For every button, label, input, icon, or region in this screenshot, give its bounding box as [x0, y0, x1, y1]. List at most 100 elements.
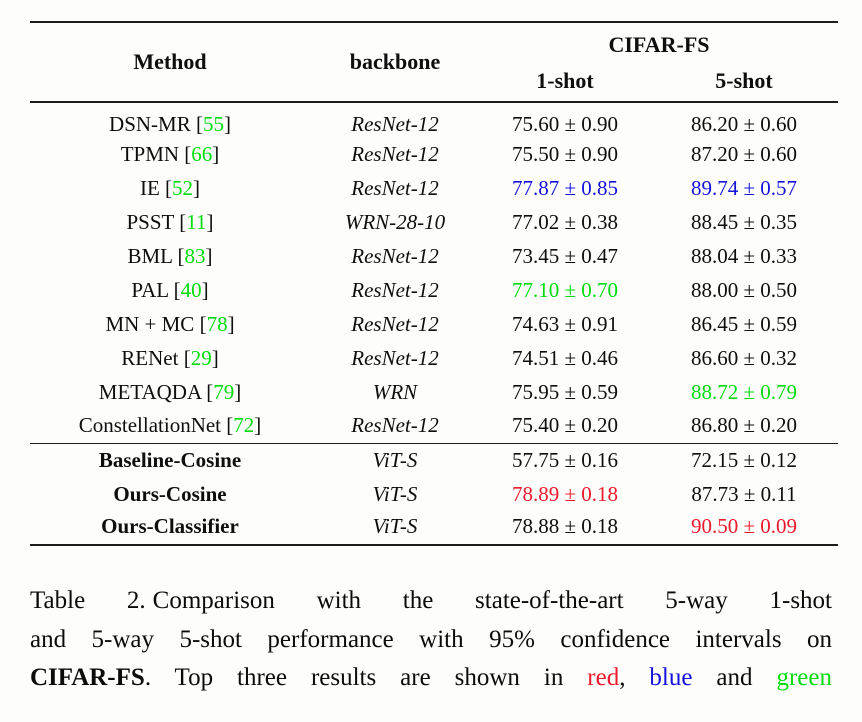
shot1-value-cell: 73.45 ± 0.47 [511, 243, 619, 268]
backbone-cell: ResNet-12 [351, 112, 439, 136]
method-name: PSST [126, 209, 175, 234]
table-header: Method backbone CIFAR-FS 1-shot 5-shot [30, 22, 838, 103]
method-name: PAL [131, 277, 169, 302]
table-row: TPMN [66] ResNet-12 75.50 ± 0.90 87.20 ± 0.… [30, 137, 838, 171]
method-cell: Ours-Classifier [30, 511, 310, 545]
citation-number: 83 [184, 243, 206, 268]
backbone-cell: ResNet-12 [351, 311, 439, 336]
backbone-cell: ResNet-12 [351, 345, 439, 370]
backbone-cell: ViT-S [372, 481, 418, 506]
citation-number: 72 [233, 413, 255, 438]
backbone-cell: ResNet-12 [351, 175, 439, 200]
method-cell: TPMN [66] [120, 141, 220, 166]
method-cell: Baseline-Cosine [30, 442, 310, 477]
shot1-value-cell: 74.51 ± 0.46 [511, 345, 619, 370]
method-cell: METAQDA [79] [98, 379, 242, 404]
table-row: IE [52] ResNet-12 77.87 ± 0.85 89.74 ± 0.57 [30, 171, 838, 205]
citation-number: 55 [202, 112, 224, 136]
caption-green-word: green [776, 664, 832, 691]
shot1-value-cell: 75.50 ± 0.90 [511, 141, 619, 166]
method-name: BML [127, 243, 173, 268]
method-name: Baseline-Cosine [98, 447, 242, 472]
method-cell: PAL [40] [131, 277, 209, 302]
shot1-value-cell: 74.63 ± 0.91 [511, 311, 619, 336]
shot5-value-cell: 86.45 ± 0.59 [690, 311, 798, 336]
table-row: ConstellationNet [72] ResNet-12 75.40 ± 0.… [30, 409, 838, 443]
caption-text-1: Comparison with the state-of-the-art 5-w… [152, 587, 833, 614]
backbone-cell: ViT-S [310, 442, 480, 477]
shot1-value-cell: 77.87 ± 0.85 [511, 175, 619, 200]
table-row: BML [83] ResNet-12 73.45 ± 0.47 88.04 ± 0.3… [30, 239, 838, 273]
method-cell: Ours-Cosine [30, 477, 310, 511]
shot5-value-cell: 88.04 ± 0.33 [690, 243, 798, 268]
method-name: RENet [121, 345, 179, 370]
shot1-value-cell: 75.60 ± 0.90 [511, 112, 619, 136]
header-backbone: backbone [310, 22, 480, 103]
table-row: Ours-Cosine ViT-S 78.89 ± 0.18 87.73 ± 0.11 [30, 477, 838, 511]
method-cell: MN + MC [78] [105, 311, 235, 336]
header-1shot: 1-shot [480, 60, 650, 103]
shot5-value-cell: 72.15 ± 0.12 [650, 442, 838, 477]
caption-line-1: Table 2. Comparison with the state-of-the… [30, 582, 832, 621]
shot5-value-cell: 86.20 ± 0.60 [690, 112, 798, 136]
method-name: DSN-MR [109, 112, 191, 136]
backbone-cell: ResNet-12 [351, 413, 439, 438]
method-name: TPMN [120, 141, 180, 166]
caption-dataset-name: CIFAR-FS [30, 664, 145, 691]
shot5-value-cell: 89.74 ± 0.57 [690, 175, 798, 200]
table-row: MN + MC [78] ResNet-12 74.63 ± 0.91 86.45 ±… [30, 307, 838, 341]
citation-number: 66 [191, 141, 213, 166]
table-row: Baseline-Cosine ViT-S 57.75 ± 0.16 72.15 ± … [30, 442, 838, 477]
table-row: Ours-Classifier ViT-S 78.88 ± 0.18 90.50 ± … [30, 511, 838, 545]
caption-sep-2: and [692, 664, 777, 691]
method-cell: RENet [29] [121, 345, 219, 370]
method-name: IE [139, 175, 160, 200]
table-caption: Table 2. Comparison with the state-of-the… [30, 582, 832, 698]
table-row: PSST [11] WRN-28-10 77.02 ± 0.38 88.45 ± 0.… [30, 205, 838, 239]
method-cell: DSN-MR [55] [109, 112, 231, 136]
caption-line-2: and 5-way 5-shot performance with 95% co… [30, 625, 832, 653]
table-row: PAL [40] ResNet-12 77.10 ± 0.70 88.00 ± 0.5… [30, 273, 838, 307]
citation-number: 52 [172, 175, 194, 200]
shot5-value-cell: 88.00 ± 0.50 [690, 277, 798, 302]
table-row: DSN-MR [55] ResNet-12 75.60 ± 0.90 86.20 ± … [30, 102, 838, 137]
citation-number: 79 [213, 379, 235, 404]
header-row-top: Method backbone CIFAR-FS [30, 22, 838, 103]
method-cell: PSST [11] [126, 209, 214, 234]
method-name: Ours-Cosine [113, 481, 227, 506]
caption-line-3: CIFAR-FS. Top three results are shown in… [30, 659, 832, 698]
table-body: DSN-MR [55] ResNet-12 75.60 ± 0.90 86.20 ± … [30, 102, 838, 545]
table-row: RENet [29] ResNet-12 74.51 ± 0.46 86.60 ± 0… [30, 341, 838, 375]
caption-label: Table 2. [30, 587, 146, 614]
shot1-value-cell: 78.88 ± 0.18 [511, 513, 619, 538]
backbone-cell: ResNet-12 [351, 141, 439, 166]
shot5-value-cell: 90.50 ± 0.09 [690, 513, 798, 538]
caption-sep-1: , [619, 664, 650, 691]
citation-number: 29 [190, 345, 212, 370]
citation-number: 78 [206, 311, 228, 336]
backbone-cell: ViT-S [372, 513, 418, 538]
shot1-value-cell: 77.10 ± 0.70 [511, 277, 619, 302]
method-cell: IE [52] [139, 175, 201, 200]
shot1-value-cell: 75.40 ± 0.20 [511, 413, 619, 438]
method-name: Ours-Classifier [101, 513, 239, 538]
results-table: Method backbone CIFAR-FS 1-shot 5-shot D… [30, 21, 838, 546]
method-cell: BML [83] [127, 243, 213, 268]
shot1-value-cell: 75.95 ± 0.59 [511, 379, 619, 404]
shot5-value-cell: 86.60 ± 0.32 [690, 345, 798, 370]
shot5-value-cell: 86.80 ± 0.20 [690, 413, 798, 438]
shot5-value-cell: 88.72 ± 0.79 [690, 379, 798, 404]
method-cell: ConstellationNet [72] [78, 413, 262, 438]
paper-page: Method backbone CIFAR-FS 1-shot 5-shot D… [30, 21, 838, 698]
header-dataset: CIFAR-FS [608, 31, 710, 57]
backbone-cell: ResNet-12 [351, 277, 439, 302]
backbone-cell: ResNet-12 [351, 243, 439, 268]
citation-number: 11 [186, 209, 207, 234]
header-5shot: 5-shot [650, 60, 838, 103]
caption-text-3: . Top three results are shown in [144, 664, 588, 691]
method-name: METAQDA [98, 379, 201, 404]
header-method: Method [30, 22, 310, 103]
backbone-cell: WRN [372, 379, 418, 404]
method-name: MN + MC [105, 311, 195, 336]
caption-blue-word: blue [649, 664, 693, 691]
